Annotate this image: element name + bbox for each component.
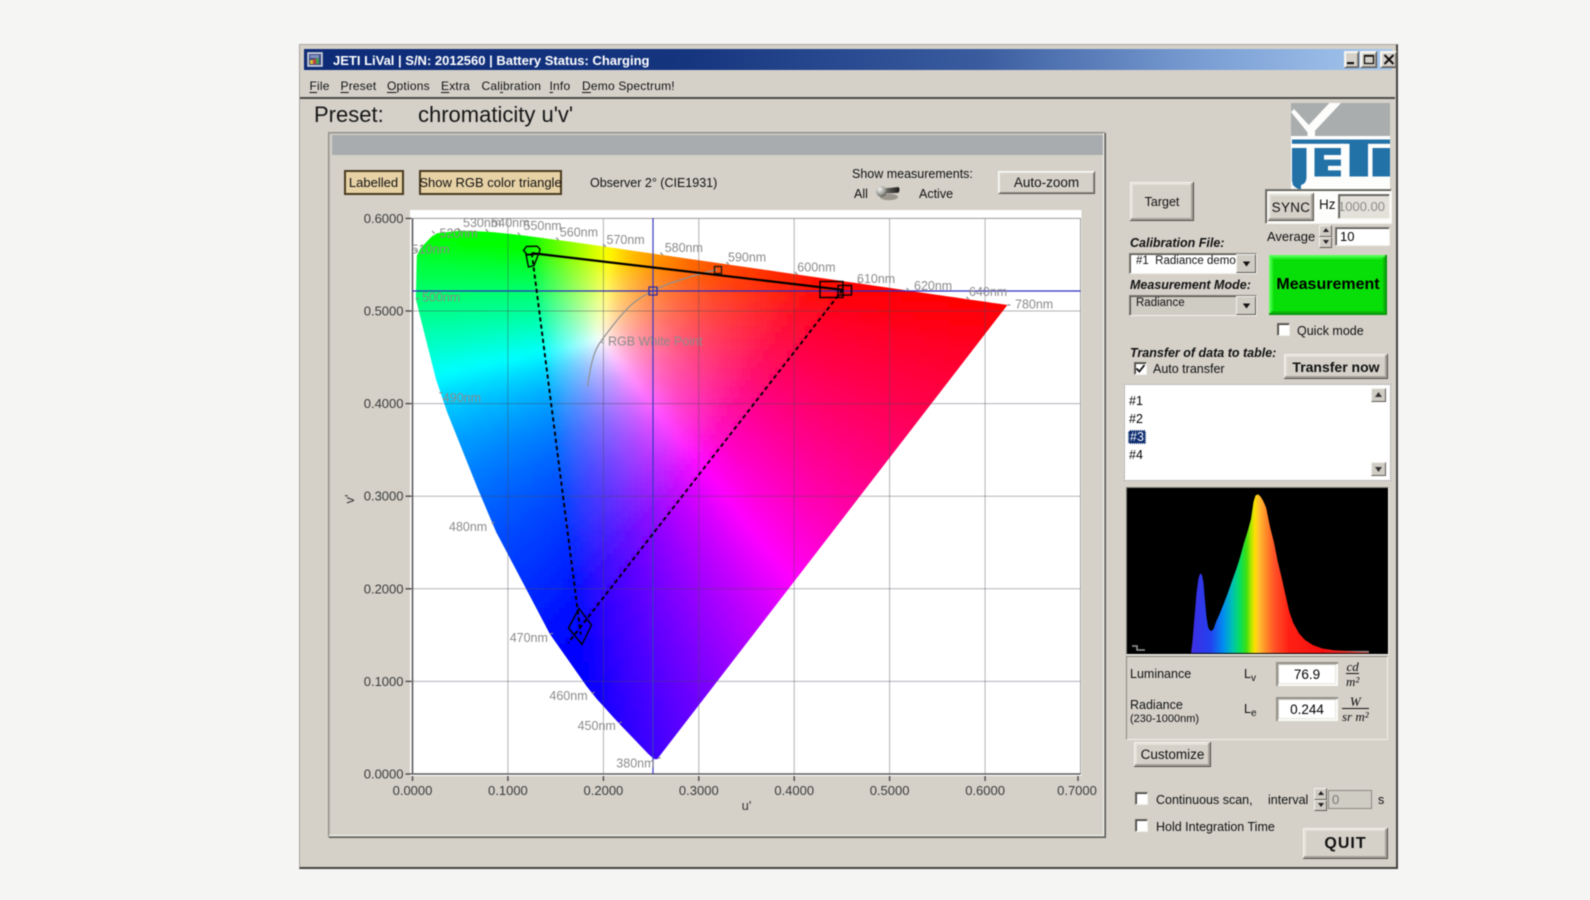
svg-text:780nm: 780nm [1015,298,1053,312]
svg-text:600nm: 600nm [797,261,835,275]
svg-text:550nm: 550nm [524,219,562,233]
svg-text:0.0000: 0.0000 [393,783,433,798]
svg-text:u': u' [742,798,752,813]
svg-text:640nm: 640nm [969,285,1007,299]
svg-text:500nm: 500nm [422,291,460,305]
svg-text:610nm: 610nm [857,272,895,286]
svg-text:570nm: 570nm [607,233,645,247]
svg-text:0.2000: 0.2000 [584,783,624,798]
svg-text:530nm: 530nm [463,216,501,230]
svg-text:480nm: 480nm [449,520,487,534]
svg-text:0.5000: 0.5000 [364,304,404,319]
svg-text:0.5000: 0.5000 [870,783,910,798]
svg-text:540nm: 540nm [491,216,529,230]
svg-text:460nm: 460nm [549,689,587,703]
svg-text:0.7000: 0.7000 [1057,783,1097,798]
svg-text:580nm: 580nm [665,241,703,255]
svg-text:560nm: 560nm [560,226,598,240]
svg-text:620nm: 620nm [914,279,952,293]
svg-text:380nm: 380nm [616,757,654,771]
svg-text:520nm: 520nm [440,227,478,241]
svg-text:590nm: 590nm [728,251,766,265]
svg-text:450nm: 450nm [578,719,616,733]
svg-text:0.1000: 0.1000 [488,783,528,798]
svg-text:0.2000: 0.2000 [364,581,404,596]
svg-text:0.4000: 0.4000 [364,396,404,411]
svg-text:0.3000: 0.3000 [679,783,719,798]
svg-text:RGB White Point: RGB White Point [608,335,703,349]
svg-text:0.3000: 0.3000 [364,489,404,504]
svg-text:0.0000: 0.0000 [364,767,404,782]
svg-text:510nm: 510nm [412,243,450,257]
svg-text:v': v' [342,495,357,504]
svg-text:470nm: 470nm [510,631,548,645]
svg-text:0.6000: 0.6000 [364,211,404,226]
svg-text:0.1000: 0.1000 [364,674,404,689]
svg-text:490nm: 490nm [443,391,481,405]
svg-text:0.4000: 0.4000 [774,783,814,798]
svg-text:0.6000: 0.6000 [965,783,1005,798]
